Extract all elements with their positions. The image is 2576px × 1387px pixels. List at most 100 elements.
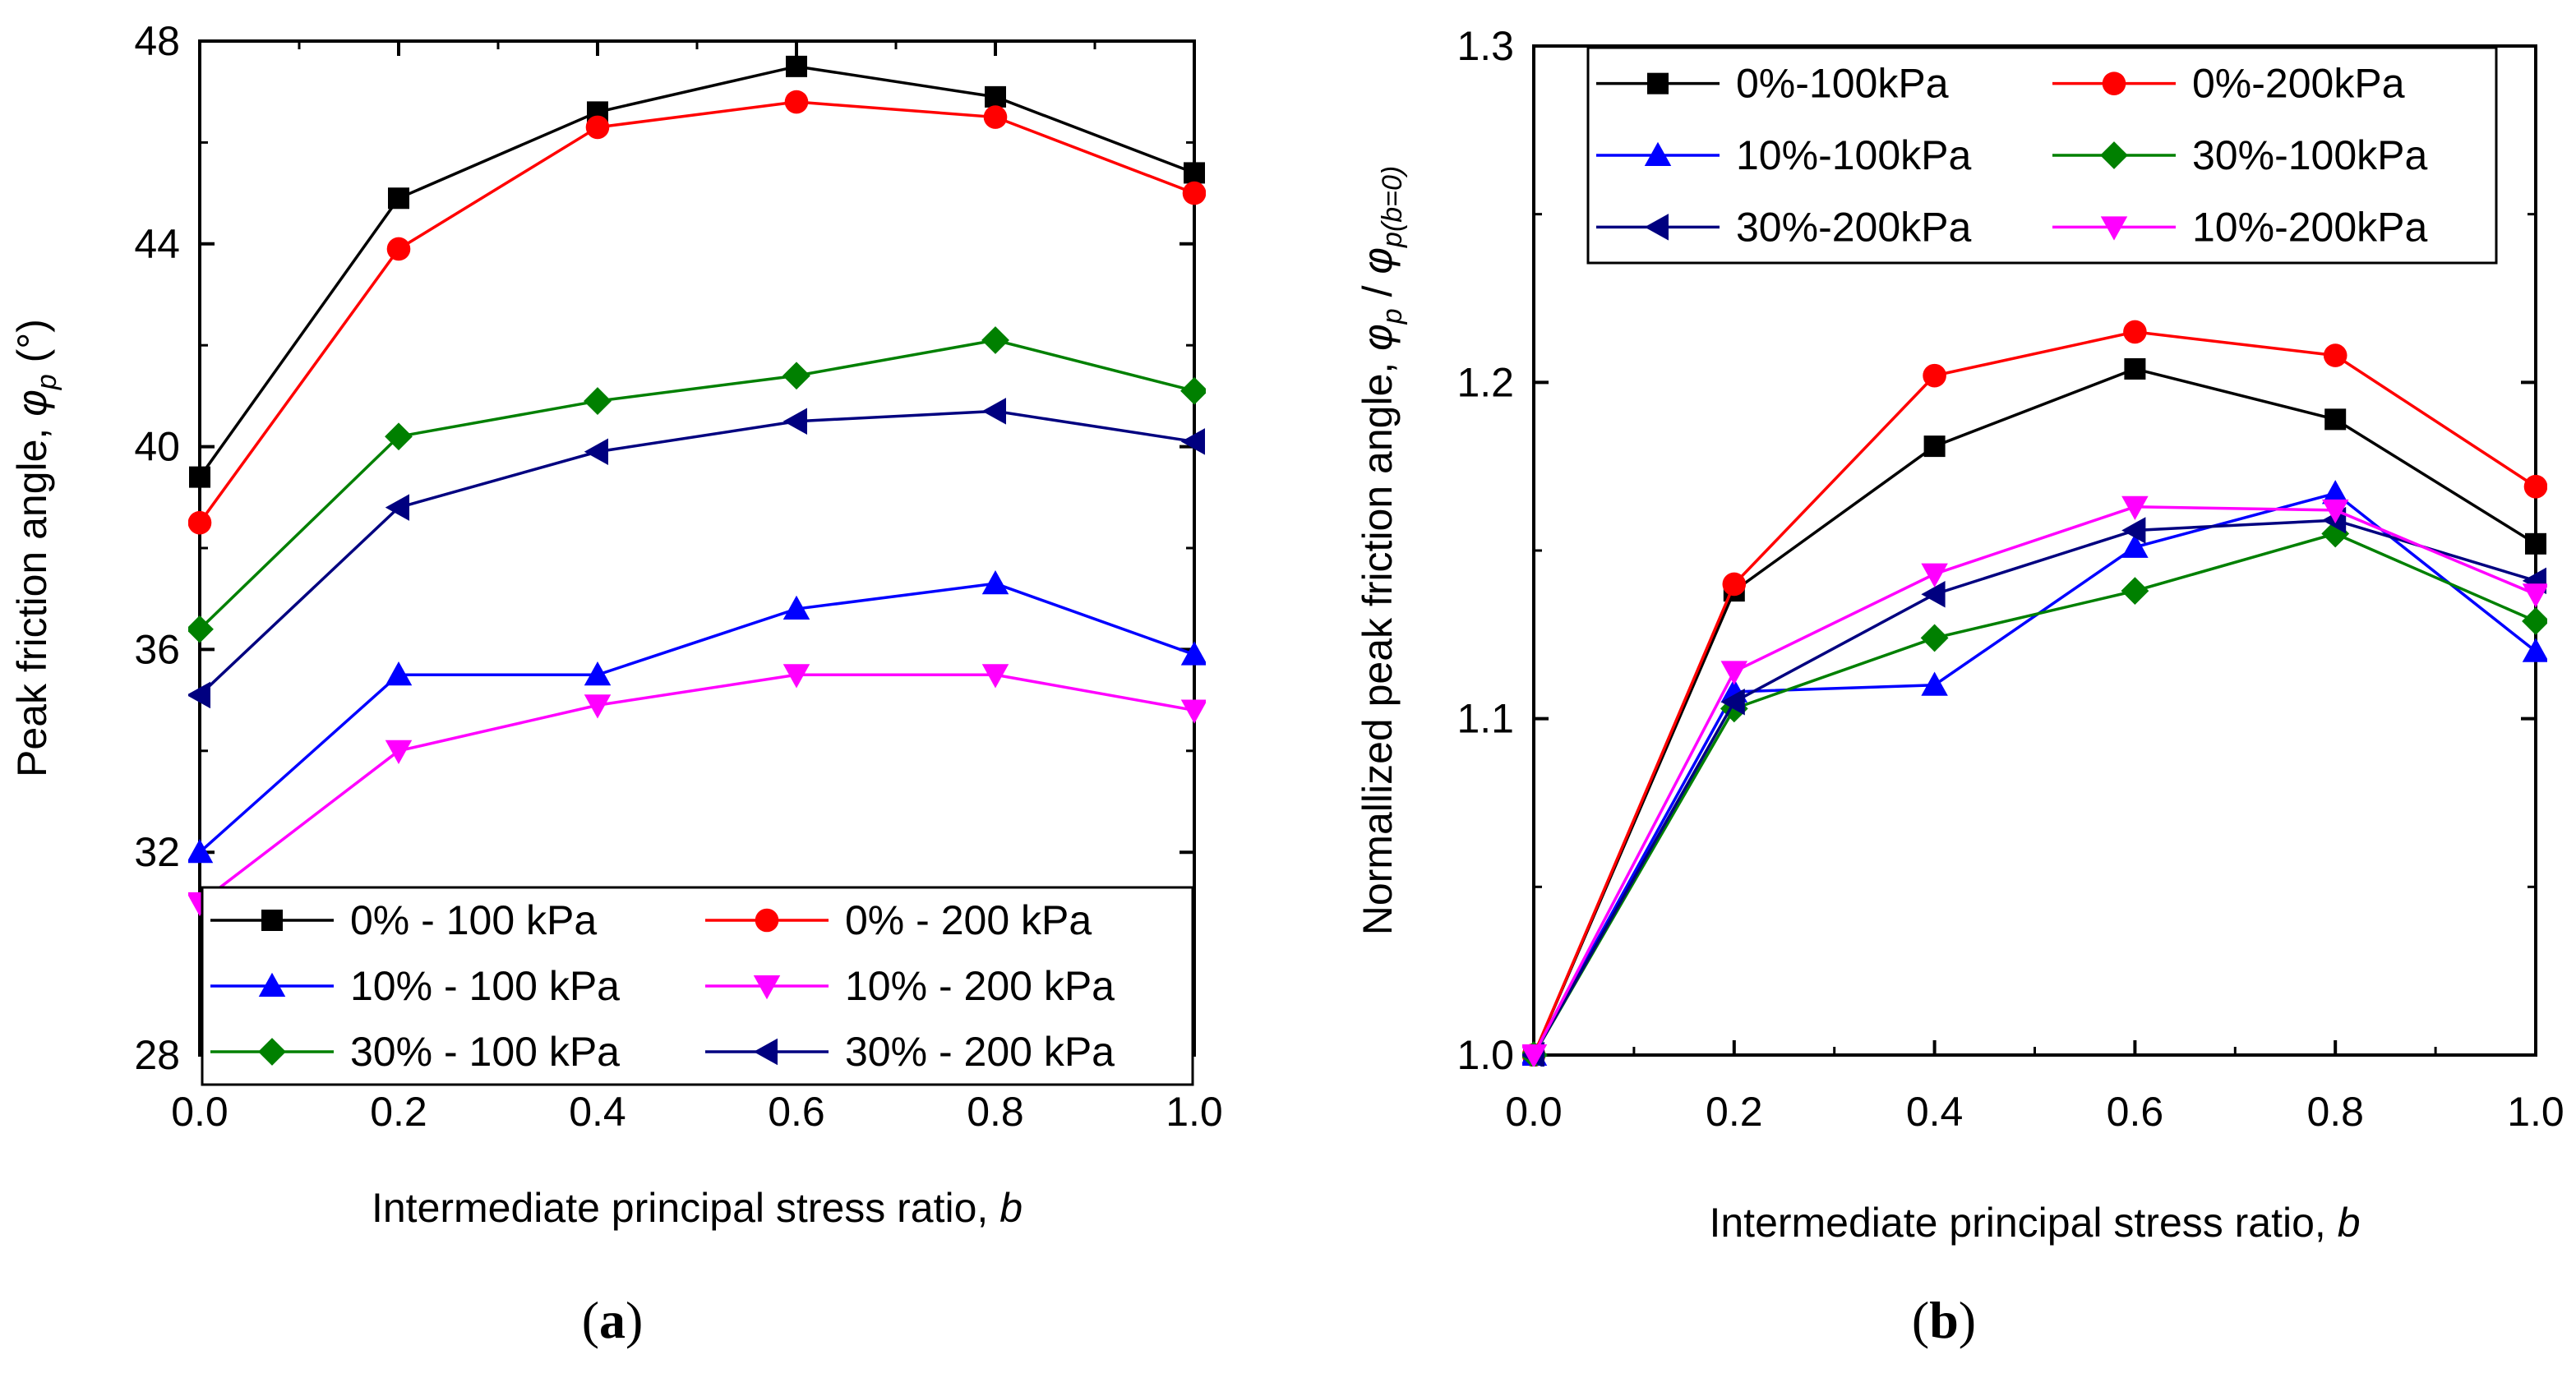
series-30-200-kpa-point	[188, 681, 210, 709]
legend-marker	[258, 972, 286, 997]
series-0-100kpa-point	[2124, 357, 2146, 380]
series-10-200-kpa-point	[981, 664, 1009, 689]
series-10-100-kpa-line	[198, 582, 1195, 854]
x-tick-label: 0.6	[768, 1089, 825, 1135]
series-30-100-kpa-line	[198, 339, 1195, 630]
series-30-100-kpa-point	[188, 615, 214, 643]
y-tick-label: 32	[134, 829, 180, 875]
legend-label: 10%-200kPa	[2192, 204, 2427, 250]
legend-marker	[753, 1038, 778, 1066]
series-30-100-kpa-point	[584, 387, 612, 415]
series-10-100kpa-line	[1532, 491, 2537, 1056]
series-10-100kpa-point	[1921, 671, 1948, 696]
x-tick-label: 0.2	[1706, 1089, 1763, 1135]
series-10-200kpa-line	[1532, 505, 2537, 1056]
y-tick-label: 48	[134, 18, 180, 64]
series-30-200-kpa-line	[198, 409, 1195, 697]
series-10-200kpa-point	[1522, 1044, 1548, 1067]
x-tick-label: 0.2	[370, 1089, 427, 1135]
x-tick-label: 0.4	[1906, 1089, 1964, 1135]
series-30-200kpa-point	[1720, 688, 1745, 716]
x-tick-label: 0.4	[569, 1089, 626, 1135]
series-10-100-kpa-point	[782, 595, 810, 620]
legend-label: 0%-100kPa	[1736, 61, 1949, 107]
series-30-100kpa-line	[1532, 532, 2537, 1056]
x-axis-label: Intermediate principal stress ratio, b	[372, 1185, 1023, 1231]
series-10-100-kpa-point	[385, 661, 413, 686]
legend-marker	[2100, 216, 2128, 241]
y-axis-label: Normallized peak friction angle, φp / φp…	[1355, 166, 1408, 936]
x-tick-label: 1.0	[1166, 1089, 1223, 1135]
series-0-200-kpa-line	[198, 100, 1195, 524]
legend-marker	[258, 1038, 286, 1066]
x-tick-label: 0.0	[171, 1089, 229, 1135]
series-0-100-kpa-point	[985, 85, 1006, 108]
series-0-200-kpa-point	[188, 510, 212, 535]
series-0-200kpa-point	[1722, 572, 1747, 597]
legend: 0% - 100 kPa 0% - 200 kPa 10% - 100 kPa 10%…	[201, 886, 1194, 1086]
legend: 0%-100kPa 0%-200kPa 10%-100kPa 30%-100kPa 30…	[1586, 46, 2498, 265]
legend-marker	[1647, 72, 1669, 94]
series-10-200-kpa-point	[782, 664, 810, 689]
legend-marker	[261, 910, 283, 931]
chart-a: 0.0 0.2 0.4 0.6 0.8 1.0 28 32 36 40 44 48 Intermedia…	[9, 18, 1223, 1349]
legend-label: 30% - 200 kPa	[845, 1029, 1115, 1075]
series-0-200-kpa-point	[784, 90, 809, 114]
series-0-100kpa-line	[1532, 367, 2537, 1056]
y-tick-label: 1.0	[1457, 1032, 1514, 1078]
series-30-100-kpa-point	[385, 422, 413, 451]
series-0-200-kpa-point	[1182, 181, 1206, 205]
legend-box	[1586, 46, 2498, 265]
y-tick-label: 40	[134, 424, 180, 470]
series-0-100kpa-point	[2324, 408, 2347, 431]
series-30-100-kpa-point	[1180, 376, 1206, 405]
series-30-200kpa-point	[1921, 580, 1946, 608]
series-30-200kpa-point	[2121, 517, 2146, 544]
series-0-100-kpa-point	[786, 55, 807, 77]
series-0-100kpa-point	[2525, 532, 2546, 555]
series-0-200-kpa-point	[983, 105, 1008, 129]
series-10-200-kpa-point	[584, 694, 612, 719]
series-30-100-kpa-point	[981, 326, 1009, 354]
legend-label: 10% - 200 kPa	[845, 963, 1115, 1009]
series-0-100-kpa-point	[189, 466, 210, 488]
legend-label: 10%-100kPa	[1736, 132, 1971, 178]
legend-label: 0% - 200 kPa	[845, 897, 1092, 943]
series-10-100-kpa-point	[584, 661, 612, 686]
x-tick-label: 0.0	[1505, 1089, 1563, 1135]
legend-marker	[2102, 71, 2126, 95]
series-10-200kpa-point	[2321, 499, 2349, 524]
series-0-100kpa-point	[1923, 435, 1946, 458]
series-10-100kpa-point	[2522, 638, 2547, 662]
y-tick-label: 28	[134, 1032, 180, 1078]
legend-marker	[2100, 141, 2128, 169]
series-0-200kpa-point	[2523, 474, 2547, 499]
legend-marker	[1644, 141, 1672, 166]
x-tick-label: 0.6	[2107, 1089, 2164, 1135]
series-0-200kpa-line	[1532, 330, 2537, 1056]
series-0-200kpa-point	[1923, 363, 1946, 388]
series-10-100-kpa-point	[188, 838, 214, 864]
series-10-100-kpa-point	[1180, 641, 1206, 666]
series-10-200kpa-point	[1921, 563, 1948, 588]
series-30-100kpa-point	[2121, 577, 2149, 606]
legend-marker	[753, 975, 781, 1000]
legend-marker	[755, 908, 779, 933]
series-30-100-kpa-point	[782, 362, 810, 390]
series-0-100-kpa-line	[198, 65, 1195, 478]
series-30-200kpa-line	[1532, 518, 2537, 1056]
series-0-200-kpa-point	[386, 237, 411, 261]
y-tick-label: 1.2	[1457, 359, 1514, 405]
series-10-200-kpa-point	[1180, 699, 1206, 724]
series-10-200kpa-point	[1720, 661, 1748, 685]
series-layer	[1522, 320, 2547, 1067]
series-30-100kpa-point	[1920, 624, 1949, 652]
series-10-200-kpa-point	[385, 740, 413, 765]
legend-marker	[1644, 214, 1669, 241]
series-10-100kpa-point	[2121, 533, 2149, 558]
series-0-200kpa-point	[2323, 343, 2347, 367]
series-10-100kpa-point	[2321, 480, 2349, 505]
series-30-200-kpa-point	[584, 438, 608, 466]
